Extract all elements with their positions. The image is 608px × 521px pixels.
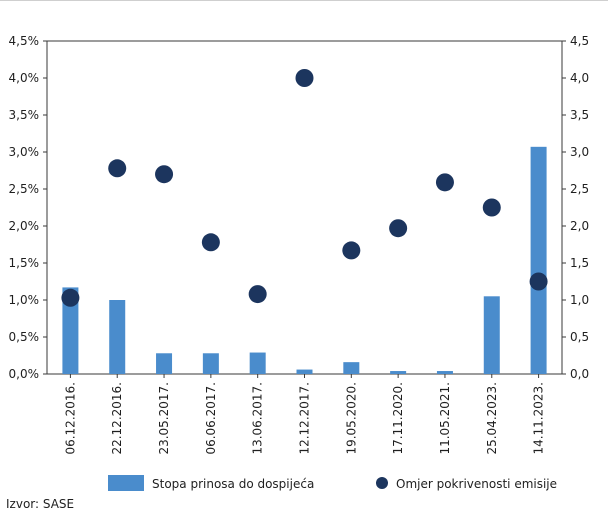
bar <box>390 371 407 374</box>
y-right-tick-label: 3,5 <box>570 108 589 122</box>
y-left-tick-label: 4,5% <box>9 34 40 48</box>
y-left-tick-label: 2,5% <box>9 182 40 196</box>
data-point <box>482 198 501 217</box>
bar <box>436 371 453 374</box>
x-category-label: 22.12.2016. <box>110 382 124 455</box>
y-right-tick-label: 4,0 <box>570 71 589 85</box>
x-category-label: 25.04.2023. <box>485 382 499 455</box>
bar <box>343 362 360 374</box>
data-point <box>61 288 80 307</box>
legend-label-dot: Omjer pokrivenosti emisije <box>396 477 557 491</box>
y-left-tick-label: 1,5% <box>9 256 40 270</box>
y-right-tick-label: 2,0 <box>570 219 589 233</box>
legend-label-bar: Stopa prinosa do dospijeća <box>152 477 314 491</box>
source-note: Izvor: SASE <box>6 497 75 511</box>
x-category-label: 12.12.2017. <box>298 382 312 455</box>
bar <box>249 352 266 374</box>
bar <box>109 300 126 374</box>
data-point <box>155 165 174 184</box>
data-point <box>108 159 127 178</box>
y-right-tick-label: 1,0 <box>570 293 589 307</box>
data-point <box>435 173 454 192</box>
y-right-tick-label: 1,5 <box>570 256 589 270</box>
x-category-label: 19.05.2020. <box>344 382 358 455</box>
top-divider <box>0 0 608 1</box>
y-right-tick-label: 2,5 <box>570 182 589 196</box>
data-point <box>389 219 408 238</box>
x-category-label: 06.12.2016. <box>63 382 77 455</box>
y-left-tick-label: 0,5% <box>9 330 40 344</box>
legend-swatch-dot <box>376 477 388 489</box>
bar <box>62 287 79 374</box>
y-left-tick-label: 1,0% <box>9 293 40 307</box>
y-right-tick-label: 4,5 <box>570 34 589 48</box>
x-category-label: 23.05.2017. <box>157 382 171 455</box>
y-left-tick-label: 4,0% <box>9 71 40 85</box>
data-point <box>342 241 361 260</box>
y-left-tick-label: 2,0% <box>9 219 40 233</box>
data-point <box>529 272 548 291</box>
x-category-label: 13.06.2017. <box>251 382 265 455</box>
data-point <box>295 69 314 87</box>
data-point <box>201 233 220 252</box>
bar <box>530 146 547 374</box>
y-left-tick-label: 3,5% <box>9 108 40 122</box>
x-category-label: 11.05.2021. <box>438 382 452 455</box>
y-right-tick-label: 0,0 <box>570 367 589 381</box>
x-category-label: 14.11.2023. <box>532 382 546 455</box>
data-point <box>248 285 267 304</box>
legend-swatch-bar <box>108 475 144 491</box>
x-category-label: 17.11.2020. <box>391 382 405 455</box>
y-right-tick-label: 0,5 <box>570 330 589 344</box>
bar <box>156 353 173 374</box>
x-category-label: 06.06.2017. <box>204 382 218 455</box>
bar <box>296 369 313 374</box>
y-left-tick-label: 3,0% <box>9 145 40 159</box>
bar <box>483 296 500 374</box>
bar <box>202 353 219 374</box>
y-left-tick-label: 0,0% <box>9 367 40 381</box>
y-right-tick-label: 3,0 <box>570 145 589 159</box>
